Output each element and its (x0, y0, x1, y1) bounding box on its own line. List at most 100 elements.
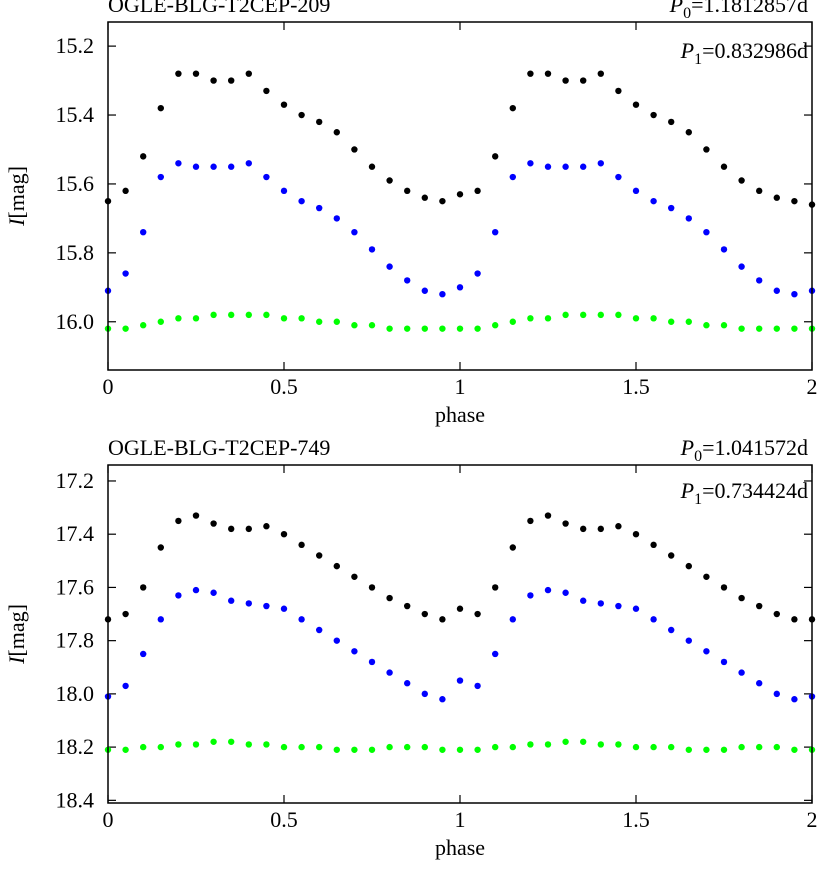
data-point (368, 163, 376, 170)
data-point (175, 592, 182, 599)
data-point (140, 743, 147, 751)
y-tick-label: 17.6 (56, 574, 95, 599)
period-subscript: 1 (694, 51, 702, 68)
data-point (157, 173, 164, 181)
data-point (245, 741, 252, 748)
data-point (632, 605, 640, 612)
data-point (562, 163, 569, 170)
data-point (351, 146, 358, 153)
data-point (492, 322, 499, 329)
data-point (474, 746, 481, 753)
data-point (192, 741, 200, 748)
panel-title: OGLE-BLG-T2CEP-749 (108, 435, 330, 460)
y-axis-label: I[mag] (4, 604, 29, 665)
data-point (474, 610, 481, 618)
panel: OGLE-BLG-T2CEP-209 P0=1.1812857dP1=0.8329… (4, 0, 818, 427)
x-tick-label: 1 (455, 807, 466, 832)
data-point (720, 163, 728, 170)
data-point (720, 584, 728, 591)
data-point (456, 605, 464, 612)
data-point (474, 325, 481, 332)
x-tick-label: 0.5 (270, 374, 298, 399)
data-point (210, 520, 217, 527)
data-point (263, 741, 270, 748)
data-point (175, 70, 182, 77)
data-point (544, 163, 552, 170)
data-point (263, 311, 270, 319)
data-point (632, 743, 640, 751)
data-point (404, 325, 411, 332)
data-point (421, 287, 428, 294)
data-point (703, 746, 710, 753)
plot-frame (107, 21, 813, 371)
data-point (527, 160, 534, 167)
data-point (474, 187, 481, 195)
data-point (175, 160, 182, 167)
data-point (245, 311, 252, 319)
data-point (791, 746, 798, 753)
data-point (228, 163, 235, 170)
data-point (597, 741, 604, 748)
data-point (298, 111, 305, 119)
data-point (122, 270, 129, 277)
data-point (210, 77, 217, 84)
data-point (527, 592, 534, 599)
data-point (140, 322, 147, 329)
y-axis-symbol: I (4, 217, 29, 227)
data-point (685, 562, 692, 570)
data-point (544, 70, 552, 77)
data-point (615, 87, 622, 95)
data-point (439, 746, 446, 753)
data-point (421, 325, 428, 332)
data-point (544, 586, 552, 594)
data-point (386, 263, 393, 270)
data-point (791, 696, 798, 703)
data-point (263, 87, 270, 95)
data-point (316, 118, 323, 126)
y-axis-label: I[mag] (4, 166, 29, 227)
data-point (668, 552, 675, 559)
period-value: =1.1812857d (691, 0, 808, 17)
data-point (263, 523, 270, 530)
data-point (509, 173, 516, 181)
data-point (509, 318, 516, 325)
data-point (298, 743, 305, 751)
period-symbol: P (669, 0, 683, 17)
data-point (228, 311, 235, 319)
data-point (756, 743, 763, 751)
data-point (404, 743, 411, 751)
data-point (756, 277, 763, 284)
data-point (738, 743, 745, 751)
data-point (685, 637, 692, 644)
data-point (157, 104, 164, 112)
data-point (597, 311, 604, 319)
data-point (368, 746, 376, 753)
data-point (192, 70, 200, 77)
data-point (703, 322, 710, 329)
data-point (316, 204, 323, 212)
data-point (316, 743, 323, 751)
data-point (703, 146, 710, 153)
data-point (791, 197, 798, 205)
data-point (263, 173, 270, 181)
data-point (228, 525, 235, 533)
period-symbol: P (680, 435, 694, 460)
data-point (456, 746, 464, 753)
data-point (333, 215, 340, 222)
data-point (597, 600, 604, 607)
data-point (562, 311, 569, 319)
data-point (456, 284, 464, 291)
plot-frame (107, 464, 813, 804)
data-point (122, 187, 129, 195)
data-point (157, 743, 164, 751)
data-point (773, 194, 780, 201)
data-point (351, 322, 358, 329)
data-point (527, 70, 534, 77)
period-subscript: 0 (683, 5, 691, 22)
data-point (351, 228, 358, 236)
data-point (192, 512, 200, 519)
data-point (791, 325, 798, 332)
y-tick-label: 15.6 (56, 171, 95, 196)
data-point (685, 129, 692, 136)
